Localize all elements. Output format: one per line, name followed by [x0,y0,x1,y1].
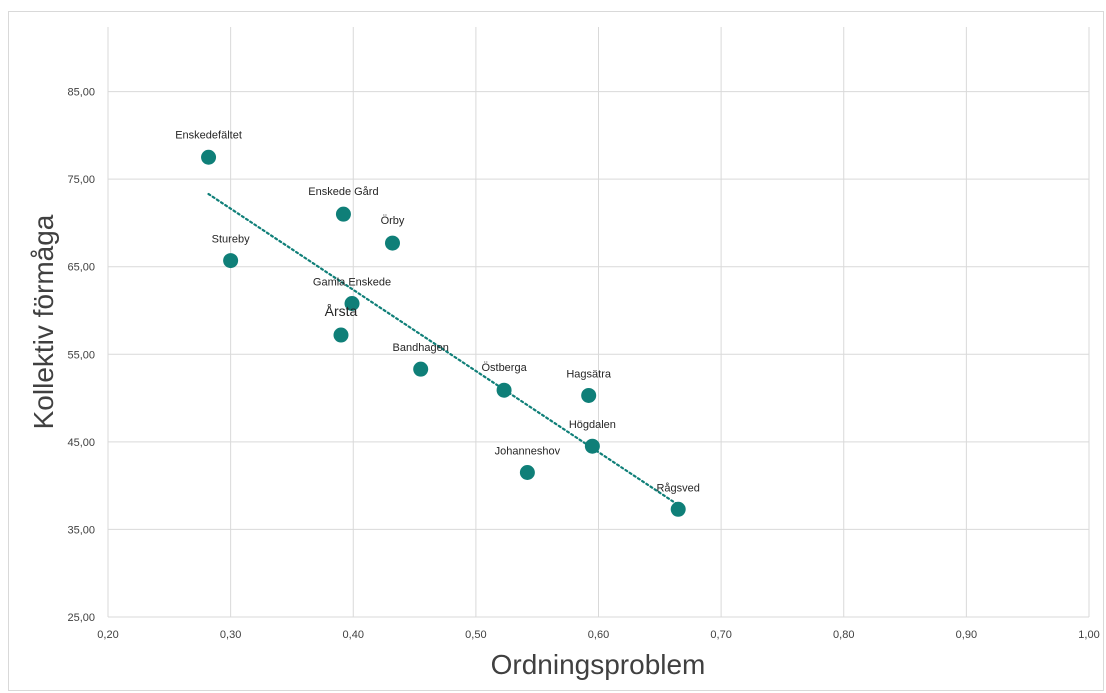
x-tick-label: 0,80 [833,629,854,641]
data-label: Gamla Enskede [313,276,391,288]
data-point [670,501,686,517]
data-label: Högdalen [569,419,616,431]
data-label: Hagsätra [566,368,612,380]
data-point [333,327,349,343]
data-point [384,235,400,251]
x-axis-title: Ordningsproblem [491,649,706,680]
data-point [335,206,351,222]
tick-labels: 0,20 0,30 0,40 0,50 0,60 0,70 0,80 0,90 1,00 25,0… [67,87,1099,641]
data-point [413,361,429,377]
data-point [344,295,360,311]
data-label: Östberga [481,362,527,374]
data-point [201,149,217,165]
data-point [581,387,597,403]
x-tick-label: 0,40 [343,629,364,641]
data-label: Stureby [212,234,250,246]
y-tick-label: 25,00 [67,612,95,624]
chart-frame [8,11,1104,691]
y-tick-label: 45,00 [67,437,95,449]
y-axis-title: Kollektiv förmåga [28,214,59,429]
y-tick-label: 65,00 [67,262,95,274]
x-tick-label: 0,20 [97,629,118,641]
trendline-group [207,192,680,507]
data-label: Årsta [325,303,358,319]
trendline [207,192,680,507]
y-tick-label: 55,00 [67,349,95,361]
x-tick-label: 1,00 [1078,629,1099,641]
x-tick-label: 0,60 [588,629,609,641]
x-tick-label: 0,30 [220,629,241,641]
data-point [519,465,535,481]
data-point [223,253,239,269]
grid-lines [107,27,1090,618]
data-points: Enskedefältet Enskede Gård Örby Stureby Gaml… [175,129,700,517]
x-tick-label: 0,90 [956,629,977,641]
data-label: Rågsved [656,482,699,494]
y-tick-label: 75,00 [67,174,95,186]
data-label: Enskede Gård [308,186,378,198]
x-tick-label: 0,70 [710,629,731,641]
x-tick-label: 0,50 [465,629,486,641]
data-label: Enskedefältet [175,129,242,141]
data-label: Örby [381,215,405,227]
data-label: Bandhagen [393,342,449,354]
data-label: Johanneshov [495,446,561,458]
y-tick-label: 85,00 [67,87,95,99]
data-point [584,438,600,454]
y-tick-label: 35,00 [67,524,95,536]
data-point [496,382,512,398]
